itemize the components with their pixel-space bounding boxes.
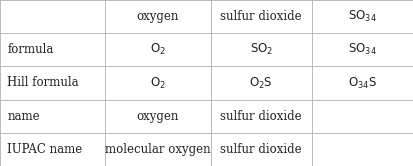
Text: $\mathrm{O}_2$: $\mathrm{O}_2$ [150,42,166,57]
Text: sulfur dioxide: sulfur dioxide [221,110,302,123]
Text: sulfur dioxide: sulfur dioxide [221,143,302,156]
Text: $\mathrm{SO}_{34}$: $\mathrm{SO}_{34}$ [348,42,377,57]
Text: $\mathrm{SO}_2$: $\mathrm{SO}_2$ [249,42,273,57]
Text: $\mathrm{O}_2\mathrm{S}$: $\mathrm{O}_2\mathrm{S}$ [249,76,273,90]
Text: oxygen: oxygen [137,110,179,123]
Text: $\mathrm{SO}_{34}$: $\mathrm{SO}_{34}$ [348,9,377,24]
Text: $\mathrm{O}_2$: $\mathrm{O}_2$ [150,76,166,90]
Text: molecular oxygen: molecular oxygen [105,143,211,156]
Text: $\mathrm{O}_{34}\mathrm{S}$: $\mathrm{O}_{34}\mathrm{S}$ [348,76,377,90]
Text: IUPAC name: IUPAC name [7,143,83,156]
Text: sulfur dioxide: sulfur dioxide [221,10,302,23]
Text: formula: formula [7,43,54,56]
Text: oxygen: oxygen [137,10,179,23]
Text: name: name [7,110,40,123]
Text: Hill formula: Hill formula [7,77,79,89]
